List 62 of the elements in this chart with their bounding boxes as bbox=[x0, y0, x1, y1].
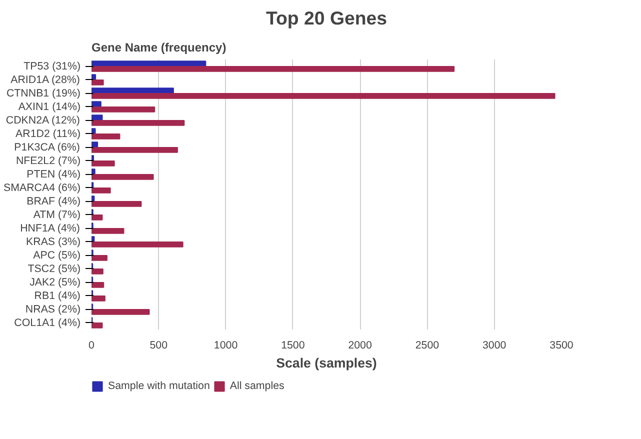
bar bbox=[92, 168, 96, 174]
bar bbox=[92, 66, 455, 72]
y-tick-label: CTNNB1 (19%) bbox=[6, 87, 81, 100]
y-tick-label: NFE2L2 (7%) bbox=[16, 154, 81, 167]
bar bbox=[92, 255, 108, 261]
y-tick-label: NRAS (2%) bbox=[25, 303, 81, 316]
y-tick-label: ATM (7%) bbox=[33, 208, 81, 221]
bar bbox=[92, 160, 115, 166]
bar bbox=[92, 322, 103, 328]
bar bbox=[92, 114, 103, 120]
y-tick-label: RB1 (4%) bbox=[34, 290, 81, 302]
bar bbox=[92, 268, 104, 274]
y-tick-label: SMARCA4 (6%) bbox=[4, 182, 81, 194]
y-tick-label: BRAF (4%) bbox=[26, 195, 81, 208]
y-tick-label: ARID1A (28%) bbox=[10, 74, 80, 86]
bar bbox=[92, 128, 96, 134]
bar bbox=[92, 74, 96, 80]
bar bbox=[92, 214, 103, 220]
bar bbox=[92, 174, 154, 180]
bar bbox=[92, 242, 184, 248]
bar bbox=[92, 93, 556, 99]
y-tick-label: CDKN2A (12%) bbox=[6, 114, 80, 126]
y-tick-label: AR1D2 (11%) bbox=[16, 128, 81, 140]
bar bbox=[92, 60, 206, 66]
bar bbox=[92, 80, 104, 86]
bar bbox=[92, 196, 95, 202]
y-tick-label: P1K3CA (6%) bbox=[14, 141, 80, 154]
y-tick-label: APC (5%) bbox=[33, 249, 81, 262]
y-tick-label: PTEN (4%) bbox=[26, 168, 81, 180]
x-tick-label: 3000 bbox=[482, 340, 506, 352]
legend-label: Sample with mutation bbox=[108, 380, 210, 392]
y-tick-label: KRAS (3%) bbox=[26, 236, 81, 248]
y-tick-label: HNF1A (4%) bbox=[20, 222, 80, 234]
bar bbox=[92, 282, 104, 288]
x-tick-label: 3500 bbox=[550, 340, 574, 352]
bar bbox=[92, 142, 98, 148]
bar bbox=[92, 106, 156, 112]
y-tick-label: AXIN1 (14%) bbox=[18, 100, 81, 113]
legend-label: All samples bbox=[230, 380, 284, 392]
bar bbox=[92, 147, 178, 153]
bar bbox=[92, 188, 111, 194]
bar bbox=[92, 88, 174, 94]
bar bbox=[92, 228, 124, 234]
y-tick-label: TSC2 (5%) bbox=[28, 262, 81, 275]
bar bbox=[92, 134, 120, 140]
x-tick-label: 1500 bbox=[281, 340, 305, 352]
x-axis-title: Scale (samples) bbox=[276, 356, 377, 370]
bar bbox=[92, 309, 150, 315]
bar bbox=[92, 296, 106, 302]
bar bbox=[92, 201, 142, 207]
x-tick-label: 500 bbox=[150, 340, 168, 352]
x-tick-label: 0 bbox=[88, 340, 95, 352]
y-axis-title: Gene Name (frequency) bbox=[92, 40, 226, 54]
y-tick-label: TP53 (31%) bbox=[24, 60, 81, 72]
chart-title: Top 20 Genes bbox=[266, 8, 387, 28]
y-tick-label: COL1A1 (4%) bbox=[14, 316, 81, 329]
y-tick-label: JAK2 (5%) bbox=[30, 276, 81, 288]
x-tick-label: 1000 bbox=[214, 340, 238, 352]
bar bbox=[92, 101, 102, 107]
x-tick-label: 2000 bbox=[348, 340, 372, 352]
x-tick-label: 2500 bbox=[415, 340, 440, 352]
bar bbox=[92, 120, 185, 126]
